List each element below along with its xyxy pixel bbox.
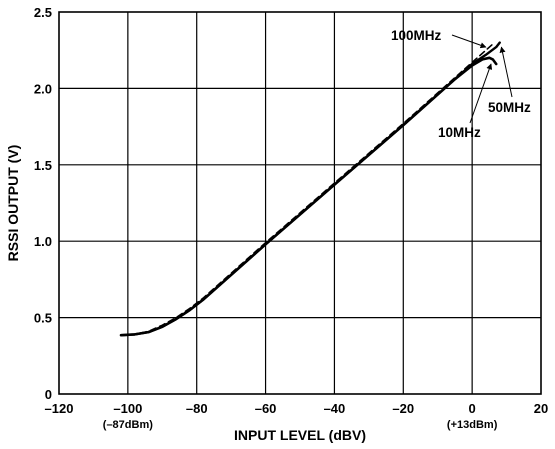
x-tick-label: –60 [255, 401, 277, 416]
annotations: 100MHz 50MHz 10MHz [391, 28, 531, 140]
y-tick-label: 0 [45, 387, 52, 402]
annotation-50mhz: 50MHz [488, 100, 531, 115]
x-axis-title: INPUT LEVEL (dBV) [234, 427, 366, 443]
y-tick-label: 1.0 [34, 234, 52, 249]
y-tick-label: 2.5 [34, 5, 52, 20]
annotation-leader [469, 63, 493, 124]
x-tick-label: 0 [469, 401, 476, 416]
x-tick-label: –20 [392, 401, 414, 416]
y-tick-label: 2.0 [34, 81, 52, 96]
y-tick-label: 1.5 [34, 158, 52, 173]
x-tick-label: 20 [534, 401, 548, 416]
x-sub-label: (–87dBm) [103, 419, 153, 431]
x-tick-label: –120 [45, 401, 74, 416]
annotation-leader [451, 34, 487, 49]
series-lines [119, 41, 501, 337]
x-tick-label: –40 [324, 401, 346, 416]
x-tick-label: –80 [186, 401, 208, 416]
series-line-50mhz [119, 41, 501, 337]
x-sub-label: (+13dBm) [447, 419, 498, 431]
tick-labels: –120 –100 –80 –60 –40 –20 0 20 0 0.5 1.0 1.5 2.0 2.5 (… [34, 5, 548, 431]
annotation-leader [499, 46, 513, 98]
grid [59, 12, 541, 394]
x-tick-label: –100 [113, 401, 142, 416]
y-axis-title: RSSI OUTPUT (V) [5, 145, 21, 262]
annotation-10mhz: 10MHz [438, 125, 481, 140]
series-line-100mhz [120, 43, 494, 336]
plot-frame [58, 11, 542, 395]
series-line-10mhz [119, 56, 498, 337]
annotation-100mhz: 100MHz [391, 28, 442, 43]
y-tick-label: 0.5 [34, 311, 52, 326]
